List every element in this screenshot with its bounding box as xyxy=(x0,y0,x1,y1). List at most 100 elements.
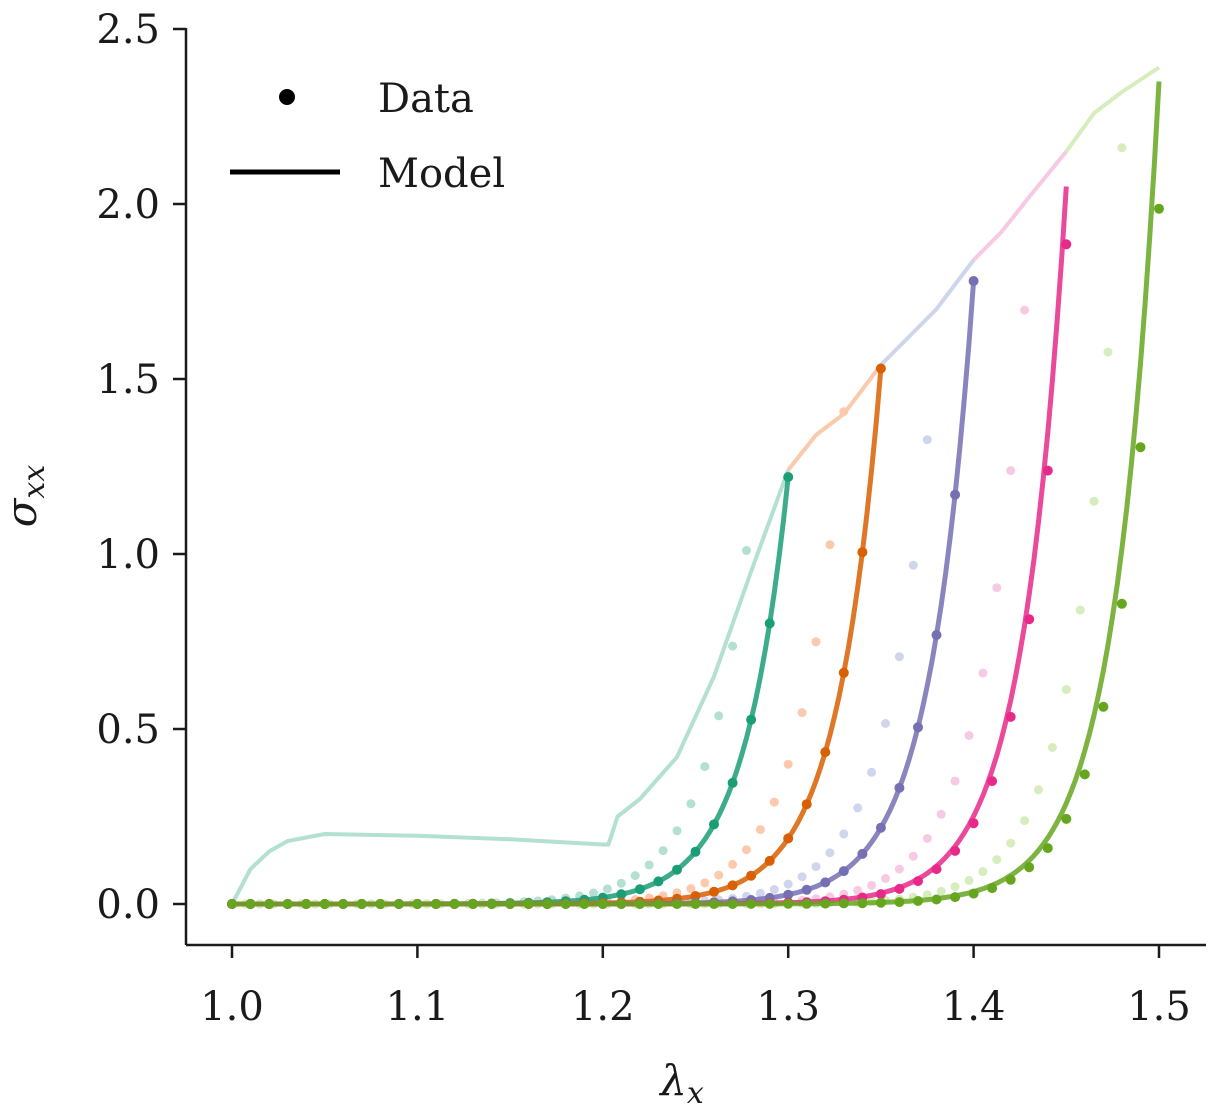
light-data-point xyxy=(811,637,821,647)
data-point xyxy=(913,876,923,887)
light-data-point xyxy=(825,540,835,550)
data-point xyxy=(1042,843,1053,854)
data-point xyxy=(709,886,719,897)
data-point xyxy=(1135,442,1146,453)
light-data-point xyxy=(992,855,1002,865)
light-data-point xyxy=(1047,743,1057,752)
data-point xyxy=(579,899,590,909)
data-point xyxy=(690,846,701,857)
dark-series-layer xyxy=(227,81,1164,909)
light-data-point xyxy=(936,809,946,819)
light-data-point xyxy=(589,888,598,898)
data-point xyxy=(950,489,961,500)
data-point xyxy=(542,899,553,909)
y-axis-label-main: σ xyxy=(0,497,46,527)
data-point xyxy=(653,876,664,887)
data-point xyxy=(968,276,979,286)
x-axis-label-main: λ xyxy=(658,1056,687,1105)
data-point xyxy=(597,899,608,909)
data-point xyxy=(1042,465,1053,476)
data-point xyxy=(523,899,534,909)
legend-data-marker xyxy=(279,89,295,105)
x-tick-label: 1.2 xyxy=(571,984,635,1030)
data-point xyxy=(875,363,886,374)
data-point xyxy=(838,866,849,877)
data-point xyxy=(820,747,831,758)
data-point xyxy=(764,898,775,909)
light-data-point xyxy=(755,888,765,898)
light-data-point xyxy=(686,799,696,809)
light-series-layer xyxy=(227,65,1161,909)
data-point xyxy=(560,899,571,909)
light-data-point xyxy=(992,583,1002,593)
light-data-point xyxy=(1006,466,1016,476)
data-point xyxy=(245,899,256,909)
light-data-point xyxy=(853,803,863,813)
light-data-point xyxy=(1089,496,1099,506)
light-data-point xyxy=(1006,838,1016,848)
data-point xyxy=(913,896,923,906)
y-tick-label: 0.0 xyxy=(96,882,160,928)
data-point xyxy=(468,899,478,909)
data-point xyxy=(801,884,812,895)
light-data-point xyxy=(728,859,738,869)
data-point xyxy=(672,899,682,909)
data-point xyxy=(282,899,293,909)
light-data-point xyxy=(964,731,974,740)
data-point xyxy=(950,892,961,903)
data-point xyxy=(783,472,794,482)
data-point xyxy=(783,833,794,844)
light-data-point xyxy=(936,886,946,896)
data-point xyxy=(1005,874,1016,885)
light-data-point xyxy=(1103,347,1113,357)
data-point xyxy=(1154,203,1164,214)
light-data-point xyxy=(672,826,682,836)
data-point xyxy=(838,667,849,678)
light-data-point xyxy=(714,870,724,880)
loading-curve-2 xyxy=(786,363,883,472)
light-data-point xyxy=(700,878,710,888)
light-data-point xyxy=(825,848,835,858)
data-point xyxy=(393,899,404,909)
data-point xyxy=(1116,598,1127,609)
y-tick-label: 1.0 xyxy=(96,532,160,578)
data-point xyxy=(1061,813,1072,824)
light-data-point xyxy=(602,884,612,894)
light-data-point xyxy=(1020,816,1030,826)
light-data-point xyxy=(853,885,863,895)
y-tick-label: 2.5 xyxy=(96,7,160,53)
data-point xyxy=(820,898,831,909)
data-point xyxy=(931,864,942,875)
y-axis-label-sub: xx xyxy=(17,465,52,499)
data-point xyxy=(727,899,738,909)
data-point xyxy=(783,889,794,900)
data-point xyxy=(1024,614,1035,625)
light-data-point xyxy=(922,834,932,843)
light-data-point xyxy=(755,825,765,835)
data-point xyxy=(857,898,868,909)
light-data-point xyxy=(797,872,807,882)
data-point xyxy=(764,618,775,629)
data-point xyxy=(672,864,682,875)
data-point xyxy=(301,899,312,909)
light-data-point xyxy=(769,797,779,807)
data-point xyxy=(950,845,961,856)
data-point xyxy=(838,898,849,909)
x-ticks: 1.0 1.1 1.2 1.3 1.4 1.5 xyxy=(200,945,1191,1030)
light-data-point xyxy=(686,884,696,894)
light-data-point xyxy=(950,882,960,892)
data-point xyxy=(1061,239,1072,250)
model-curve-5 xyxy=(232,81,1162,907)
data-point xyxy=(727,880,738,891)
loading-curve-4 xyxy=(972,150,1068,262)
light-data-point xyxy=(714,711,724,721)
data-point xyxy=(1005,711,1016,722)
model-curve-4 xyxy=(232,186,1069,907)
light-data-point xyxy=(867,767,877,777)
data-point xyxy=(913,722,923,733)
light-data-point xyxy=(839,829,849,839)
data-point xyxy=(709,899,719,909)
data-point xyxy=(746,870,757,881)
loading-curve-3 xyxy=(879,258,976,367)
